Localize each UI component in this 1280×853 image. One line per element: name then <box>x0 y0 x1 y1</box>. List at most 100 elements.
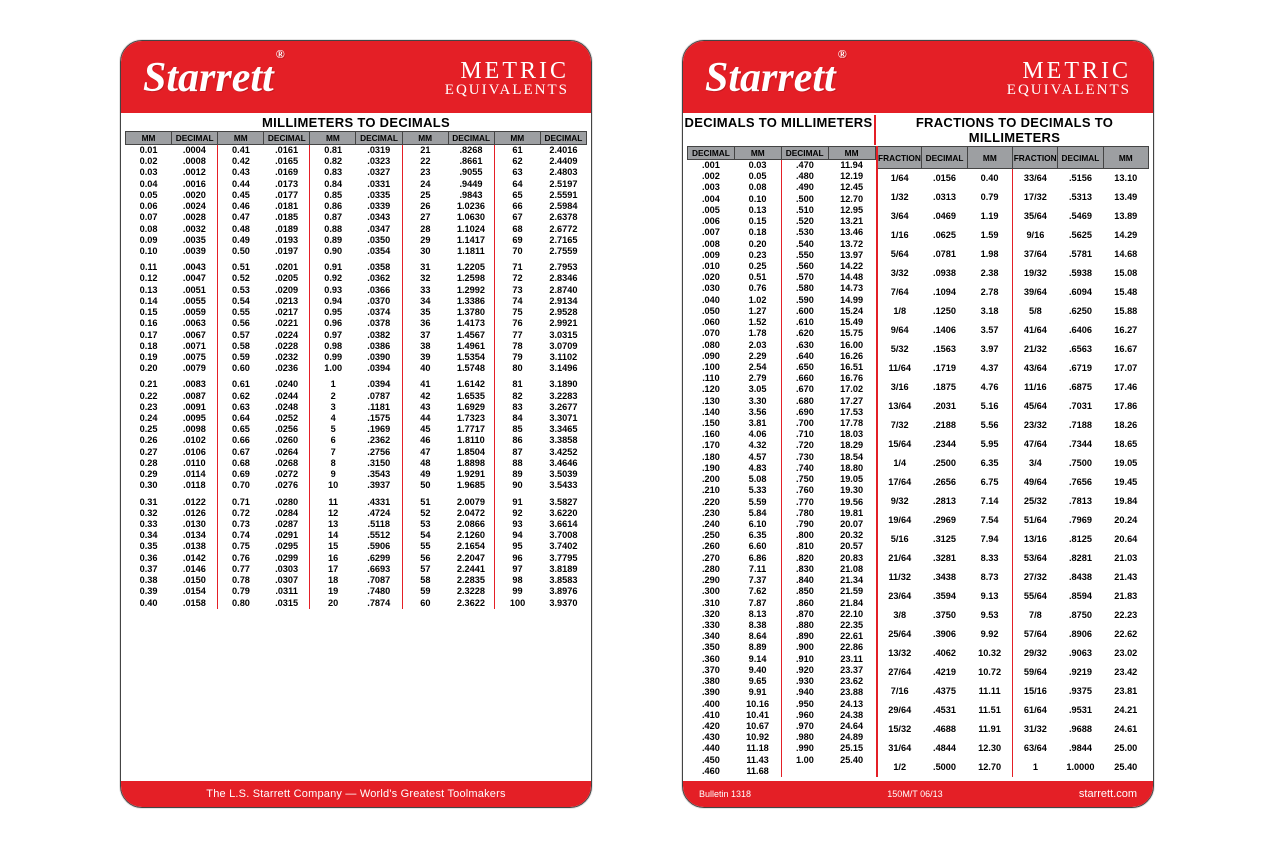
data-cell: .4531 <box>922 701 967 720</box>
data-cell: 1/2 <box>877 758 922 777</box>
data-cell: 1/16 <box>877 226 922 245</box>
data-cell: .110 <box>688 373 735 384</box>
data-cell: .0055 <box>172 296 218 307</box>
data-cell: 14.29 <box>1103 226 1148 245</box>
data-cell: .6875 <box>1058 378 1103 397</box>
data-cell: 15.08 <box>1103 264 1148 283</box>
data-cell: 6.35 <box>734 530 781 541</box>
data-cell: 0.20 <box>734 239 781 250</box>
data-cell: .0287 <box>264 519 310 530</box>
data-cell: .0047 <box>172 273 218 284</box>
data-cell: .220 <box>688 497 735 508</box>
data-cell: 3.5433 <box>540 480 586 491</box>
data-cell: .3906 <box>922 625 967 644</box>
data-cell: 0.11 <box>126 262 172 273</box>
data-cell: .0331 <box>356 179 402 190</box>
data-cell: 0.20 <box>126 363 172 374</box>
data-cell: 1.1417 <box>448 235 494 246</box>
data-cell: .3438 <box>922 568 967 587</box>
data-cell: 0.84 <box>310 179 356 190</box>
data-cell: .0004 <box>172 145 218 157</box>
data-cell: 19.05 <box>1103 454 1148 473</box>
data-cell: .3281 <box>922 549 967 568</box>
data-cell: 15/32 <box>877 720 922 739</box>
data-cell: .4724 <box>356 508 402 519</box>
data-cell: .6406 <box>1058 321 1103 340</box>
card2-footer: Bulletin 1318 150M/T 06/13 starrett.com <box>683 781 1153 807</box>
data-cell: .0008 <box>172 156 218 167</box>
data-cell: 0.08 <box>126 224 172 235</box>
data-cell: 3.3071 <box>540 413 586 424</box>
data-cell: 36 <box>402 318 448 329</box>
data-cell: 0.76 <box>734 283 781 294</box>
data-cell: 0.04 <box>126 179 172 190</box>
data-cell: .0039 <box>172 246 218 257</box>
data-cell: .620 <box>781 328 828 339</box>
data-cell: .0189 <box>264 224 310 235</box>
data-cell: 0.60 <box>218 363 264 374</box>
data-cell: 32 <box>402 273 448 284</box>
card-decimals-fractions: Starrett® METRIC EQUIVALENTS DECIMALS TO… <box>682 40 1154 808</box>
data-cell: .0051 <box>172 285 218 296</box>
data-cell: .200 <box>688 474 735 485</box>
card2-title: DECIMALS TO MILLIMETERS FRACTIONS TO DEC… <box>683 113 1153 146</box>
data-cell: .0335 <box>356 190 402 201</box>
data-cell: 19.84 <box>1103 492 1148 511</box>
data-cell: 2.8740 <box>540 285 586 296</box>
data-cell: .006 <box>688 216 735 227</box>
data-cell: 6 <box>310 435 356 446</box>
data-cell: 0.83 <box>310 167 356 178</box>
data-cell: .0276 <box>264 480 310 491</box>
data-cell: .5000 <box>922 758 967 777</box>
data-cell: 2.5197 <box>540 179 586 190</box>
data-cell: 0.31 <box>126 497 172 508</box>
data-cell: 21/32 <box>1012 340 1057 359</box>
data-cell: .460 <box>688 766 735 777</box>
data-cell: .0358 <box>356 262 402 273</box>
data-cell: 0.68 <box>218 458 264 469</box>
data-cell: .0012 <box>172 167 218 178</box>
data-cell: 20.57 <box>828 541 875 552</box>
data-cell: 16.51 <box>828 362 875 373</box>
col-header: MM <box>734 147 781 160</box>
col-header: MM <box>310 132 356 145</box>
data-cell: 3.1102 <box>540 352 586 363</box>
data-cell: .360 <box>688 654 735 665</box>
data-cell: 0.88 <box>310 224 356 235</box>
data-cell: 2.3228 <box>448 586 494 597</box>
data-cell: .6719 <box>1058 359 1103 378</box>
data-cell: 3.18 <box>967 302 1012 321</box>
data-cell: 35 <box>402 307 448 318</box>
data-cell: 14.48 <box>828 272 875 283</box>
data-cell: 80 <box>494 363 540 374</box>
data-cell: 49/64 <box>1012 473 1057 492</box>
data-cell: 0.01 <box>126 145 172 157</box>
data-cell: .710 <box>781 429 828 440</box>
data-cell: 2.7559 <box>540 246 586 257</box>
data-cell: .6299 <box>356 553 402 564</box>
data-cell: .290 <box>688 575 735 586</box>
data-cell: 1.9685 <box>448 480 494 491</box>
data-cell: .0378 <box>356 318 402 329</box>
data-cell: 0.50 <box>218 246 264 257</box>
data-cell: .570 <box>781 272 828 283</box>
data-cell: 23.81 <box>1103 682 1148 701</box>
data-cell: .720 <box>781 440 828 451</box>
data-cell: .009 <box>688 250 735 261</box>
data-cell: 13.97 <box>828 250 875 261</box>
data-cell: 51 <box>402 497 448 508</box>
data-cell: 2.4016 <box>540 145 586 157</box>
data-cell: 79 <box>494 352 540 363</box>
footer-partnum: 150M/T 06/13 <box>887 789 942 799</box>
data-cell: 7/64 <box>877 283 922 302</box>
data-cell: .980 <box>781 732 828 743</box>
data-cell: .0016 <box>172 179 218 190</box>
data-cell: 13.89 <box>1103 207 1148 226</box>
data-cell: .3594 <box>922 587 967 606</box>
data-cell: .3150 <box>356 458 402 469</box>
data-cell: 0.28 <box>126 458 172 469</box>
data-cell: 67 <box>494 212 540 223</box>
col-header: DECIMAL <box>1058 147 1103 169</box>
data-cell: 25.15 <box>828 743 875 754</box>
data-cell: 59 <box>402 586 448 597</box>
